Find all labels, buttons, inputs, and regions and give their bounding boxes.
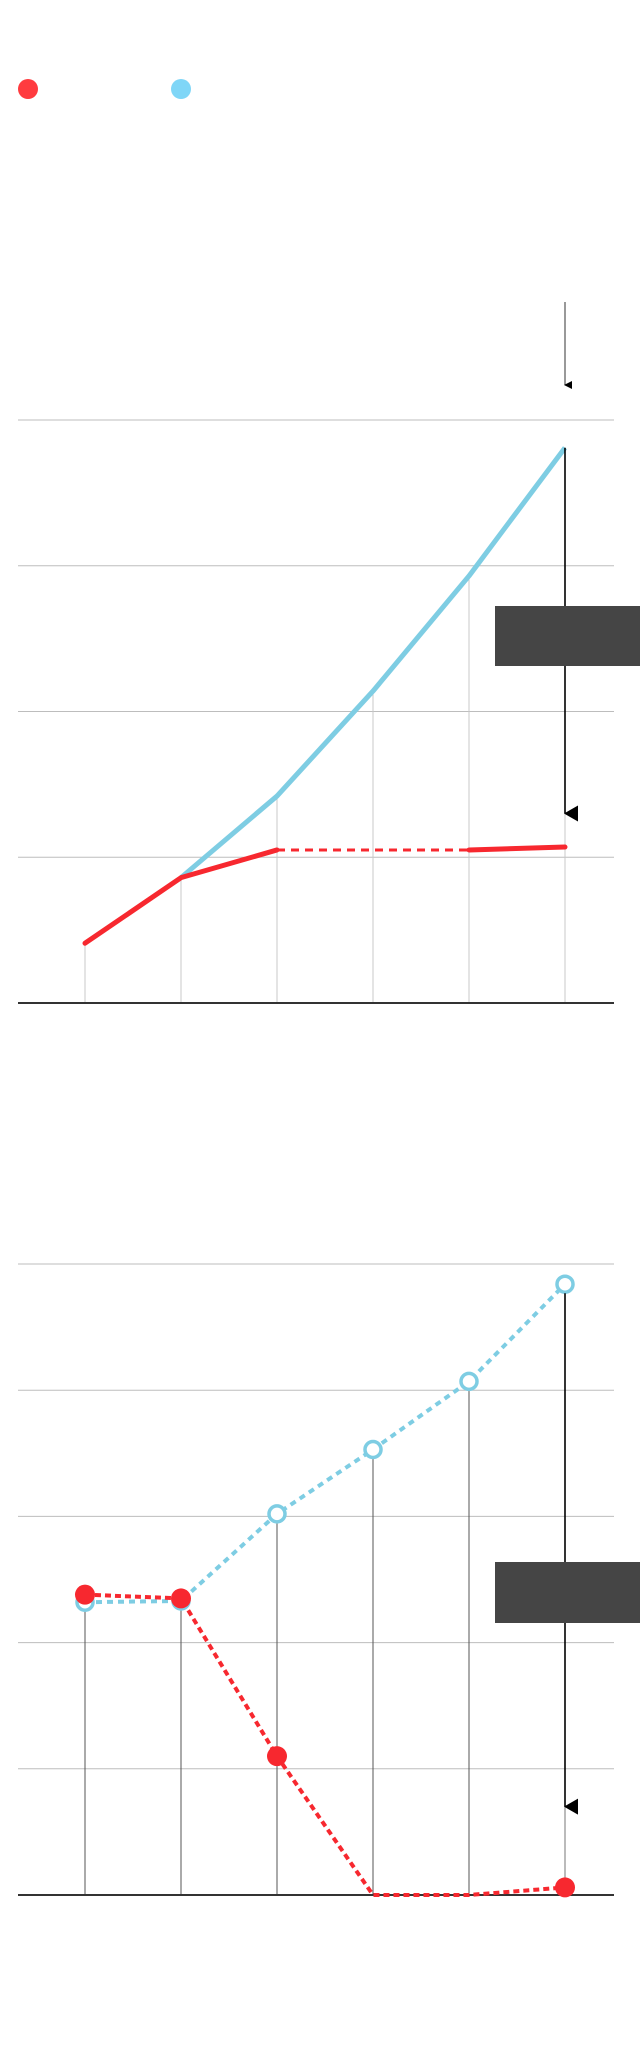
series-red-line <box>84 1592 566 1897</box>
blue-point <box>459 1371 479 1392</box>
red-point <box>555 1877 575 1898</box>
legend <box>18 79 191 99</box>
chart-1 <box>18 302 640 1004</box>
annotation-box <box>495 606 640 666</box>
series-blue-line <box>84 1282 567 1605</box>
blue-point <box>267 1504 287 1524</box>
chart-2 <box>18 1263 640 1898</box>
red-point <box>75 1584 95 1605</box>
annotation-box <box>495 1562 640 1623</box>
series-red-line <box>82 847 280 946</box>
red-point <box>171 1588 191 1609</box>
blue-point <box>363 1439 383 1460</box>
series-red-line <box>466 844 568 853</box>
series-blue-line <box>179 446 568 880</box>
blue-point <box>555 1274 575 1294</box>
legend-marker-2 <box>171 79 191 99</box>
red-point <box>267 1746 287 1767</box>
legend-marker-1 <box>18 79 38 99</box>
